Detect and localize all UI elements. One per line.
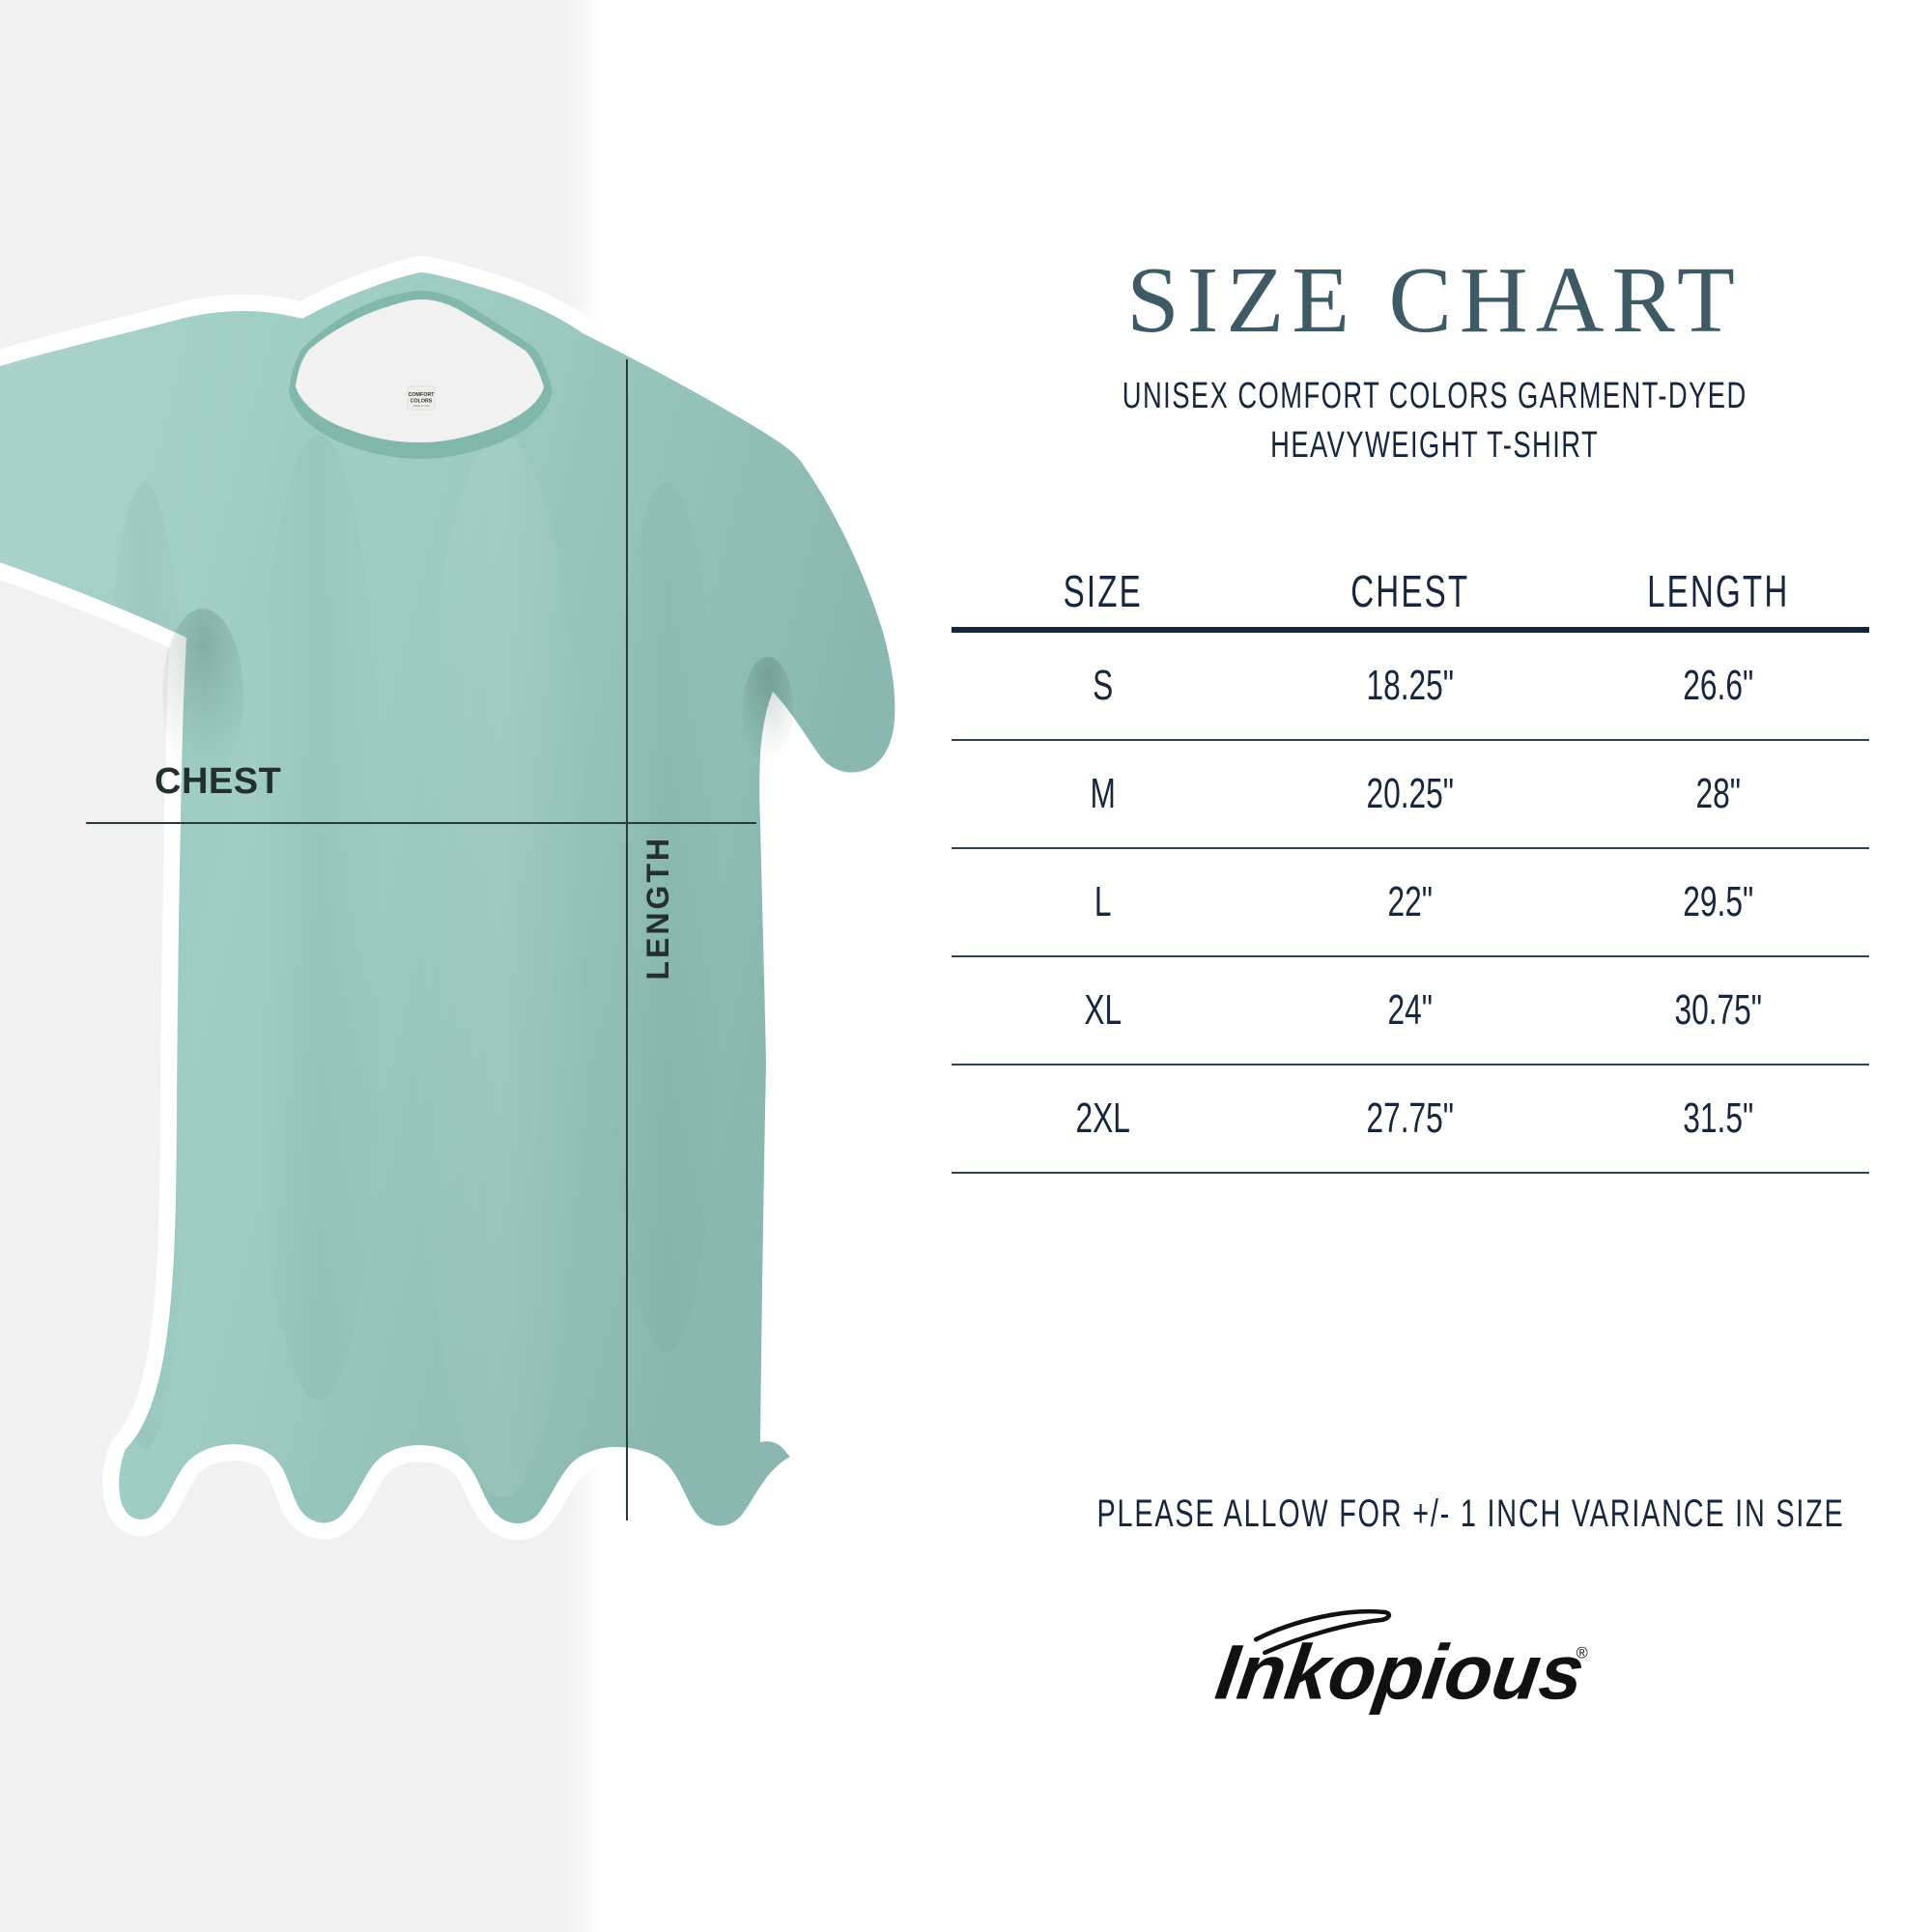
svg-text:COLORS: COLORS: [411, 399, 433, 405]
svg-text:COMFORT: COMFORT: [409, 392, 436, 398]
svg-text:MADE IN USA: MADE IN USA: [413, 404, 430, 408]
svg-text:Inkopious: Inkopious: [1210, 1630, 1589, 1717]
svg-text:®: ®: [1577, 1644, 1588, 1662]
